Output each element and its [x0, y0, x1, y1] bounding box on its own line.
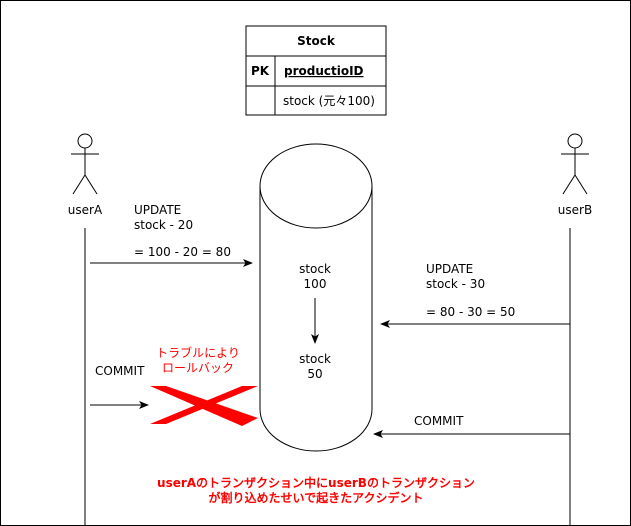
user-b-update-line1: UPDATE [426, 262, 473, 276]
stock-table: Stock PK productioID stock (元々100) [245, 25, 387, 116]
user-b-update: UPDATE stock - 30 = 80 - 30 = 50 [380, 262, 570, 328]
actor-user-b: userB [558, 133, 592, 526]
user-a-update-line2: stock - 20 [134, 218, 193, 232]
rollback-note-line1: トラブルにより [156, 345, 240, 360]
user-b-commit-label: COMMIT [414, 414, 464, 428]
db-before-label: stock [299, 262, 331, 276]
table-stock-field: stock (元々100) [283, 94, 375, 108]
user-a-update-calc: = 100 - 20 = 80 [134, 245, 231, 259]
user-b-update-calc: = 80 - 30 = 50 [426, 305, 515, 319]
table-pk-label: PK [251, 64, 270, 78]
accident-note: userAのトランザクション中にuserBのトランザクション が割り込めたせいで… [157, 475, 475, 505]
actor-a-label: userA [68, 203, 103, 217]
table-pk-field: productioID [284, 64, 364, 78]
rollback-note-line2: ロールバック [162, 361, 234, 375]
database-cylinder: stock 100 stock 50 [259, 143, 373, 452]
actor-user-a: userA [68, 133, 103, 526]
user-b-commit: COMMIT [373, 414, 570, 438]
table-title: Stock [297, 34, 336, 48]
stock-table-border [245, 25, 387, 116]
cylinder-body [259, 143, 373, 452]
rollback-cross-icon [150, 386, 258, 426]
accident-note-line1: userAのトランザクション中にuserBのトランザクション [157, 475, 475, 490]
db-before-value: 100 [304, 277, 327, 291]
stick-figure-icon [71, 133, 99, 195]
user-a-update-line1: UPDATE [134, 203, 181, 217]
accident-note-line2: が割り込めたせいで起きたアクシデント [208, 490, 423, 505]
actor-b-label: userB [558, 203, 592, 217]
user-a-commit-label: COMMIT [95, 364, 145, 378]
user-a-commit: COMMIT トラブルにより ロールバック [90, 345, 258, 426]
user-b-update-line2: stock - 30 [426, 277, 485, 291]
db-after-value: 50 [307, 367, 322, 381]
stick-figure-icon [561, 133, 589, 195]
user-a-update: UPDATE stock - 20 = 100 - 20 = 80 [90, 203, 253, 267]
cylinder-top-rim [259, 185, 373, 229]
db-after-label: stock [299, 352, 331, 366]
